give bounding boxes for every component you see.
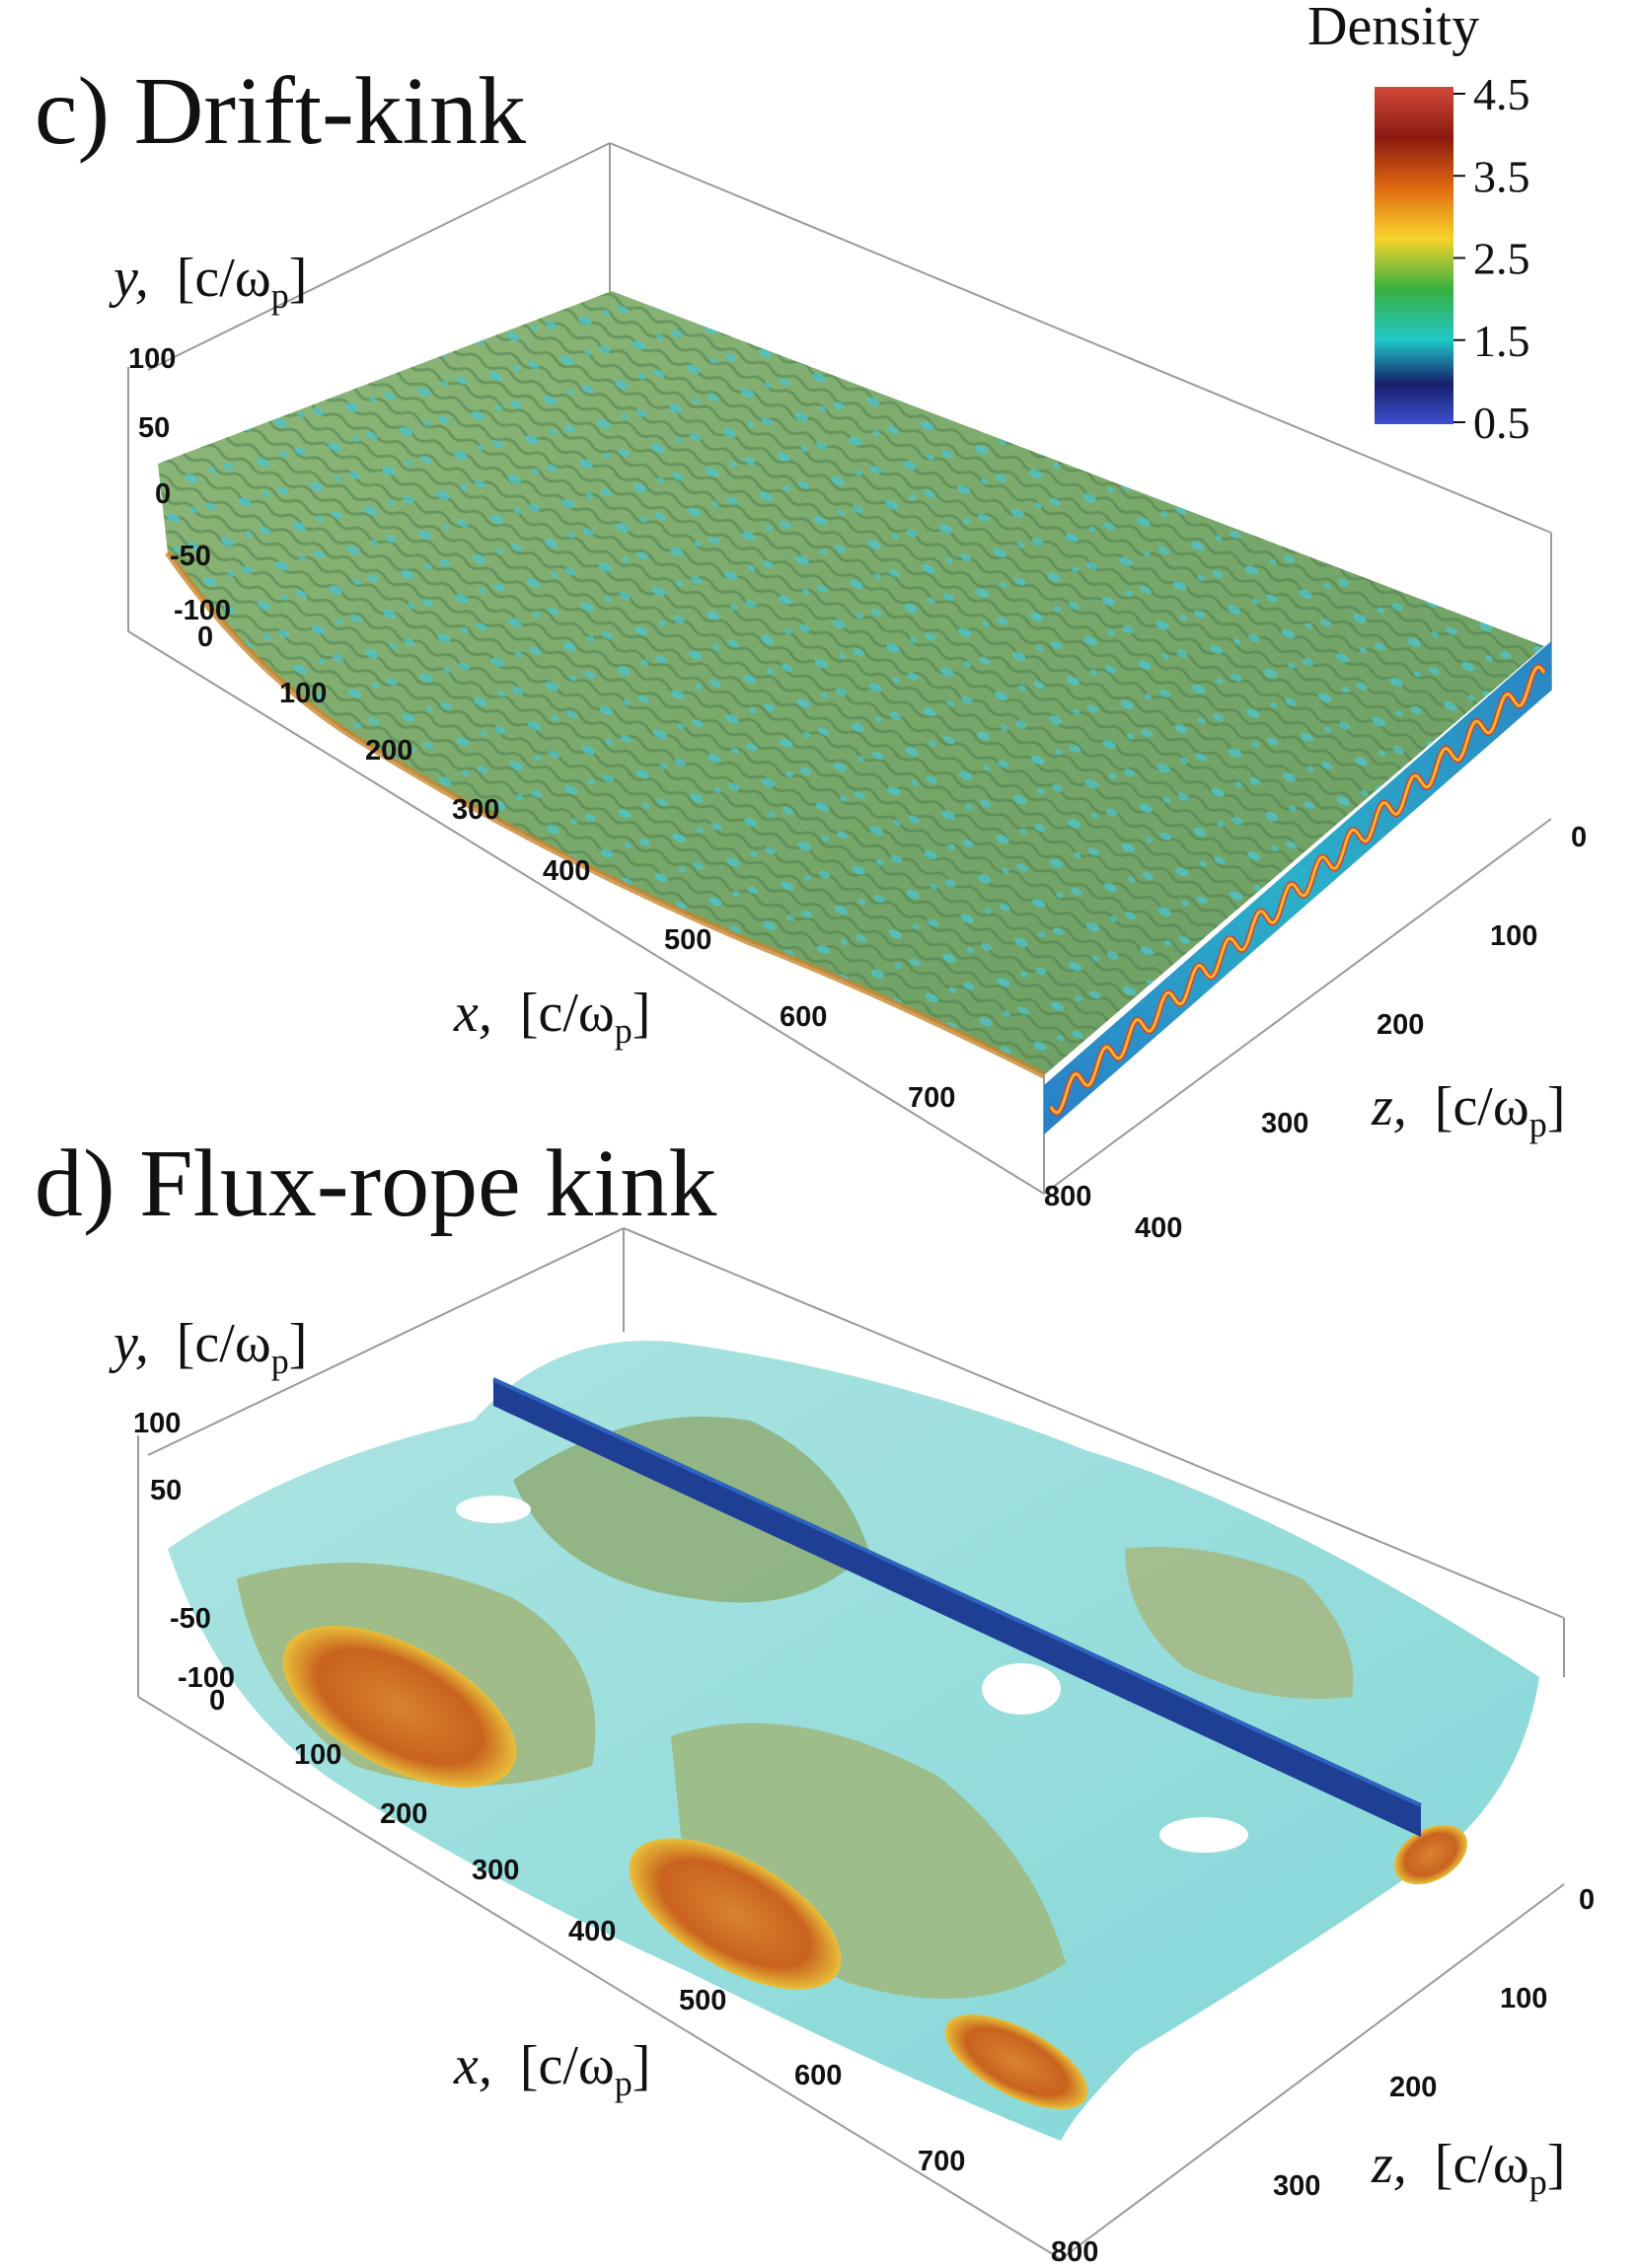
panel-c-y-axis-label: y, [c/ωp]: [109, 248, 307, 316]
panel-d-y-axis-label: y, [c/ωp]: [109, 1313, 307, 1381]
colorbar-tick-label: 1.5: [1473, 316, 1530, 366]
panel-c-y-tick: 0: [155, 478, 171, 510]
panel-d-x-axis-label: x, [c/ωp]: [453, 2035, 650, 2103]
panel-d-dense-core: [1394, 1824, 1467, 1885]
panel-d-z-tick: 0: [1579, 1884, 1595, 1916]
panel-c: c) Drift-kink y, [c/ωp]: [35, 58, 1587, 1244]
panel-c-x-ticks: 0 100 200 300 400 500 600 700 800: [197, 622, 1091, 1212]
panel-d-z-tick: 100: [1500, 1983, 1547, 2014]
panel-c-x-tick: 100: [279, 678, 327, 709]
panel-c-x-tick: 800: [1044, 1181, 1091, 1212]
colorbar-title: Density: [1307, 0, 1479, 57]
panel-d-x-ticks: 0 100 200 300 400 500 600 700 800: [209, 1685, 1098, 2268]
panel-d-x-tick: 600: [794, 2060, 842, 2091]
panel-d-z-ticks: 0 100 200 300: [1273, 1884, 1595, 2202]
panel-c-z-tick: 300: [1261, 1108, 1308, 1139]
panel-d-x-tick: 0: [209, 1685, 225, 1717]
panel-c-y-tick: 50: [138, 412, 170, 444]
panel-c-x-tick: 400: [543, 855, 590, 887]
panel-d-y-tick: -100: [178, 1662, 235, 1694]
panel-c-z-tick: 0: [1571, 822, 1587, 853]
panel-c-y-tick: -100: [174, 595, 231, 626]
panel-d-x-tick: 500: [679, 1985, 726, 2016]
panel-c-z-axis-label: z, [c/ωp]: [1371, 1076, 1565, 1144]
panel-c-x-tick: 200: [365, 735, 412, 767]
panel-c-y-tick: 100: [128, 343, 176, 375]
panel-c-x-tick: 300: [452, 794, 499, 826]
panel-d-y-tick: -50: [170, 1603, 211, 1635]
panel-d-x-tick: 300: [472, 1855, 519, 1886]
panel-d: d) Flux-rope kink: [35, 1131, 1595, 2268]
panel-c-z-tick: 200: [1377, 1009, 1424, 1041]
colorbar-ticks: 4.5 3.5 2.5 1.5 0.5: [1453, 69, 1530, 448]
panel-d-z-axis-label: z, [c/ωp]: [1371, 2134, 1565, 2202]
panel-c-z-ticks: 0 100 200 300 400: [1135, 822, 1587, 1244]
colorbar-tick-label: 0.5: [1473, 398, 1530, 448]
panel-d-title: d) Flux-rope kink: [35, 1131, 716, 1237]
panel-d-x-tick: 700: [918, 2146, 965, 2177]
panel-c-x-tick: 500: [664, 924, 711, 956]
panel-d-x-tick: 800: [1051, 2236, 1098, 2268]
panel-c-x-tick: 700: [908, 1082, 955, 1114]
panel-c-y-ticks: 100 50 0 -50 -100: [128, 343, 231, 626]
panel-d-x-tick: 400: [568, 1916, 616, 1947]
panel-d-box: [137, 1227, 1565, 2260]
panel-d-dense-core: [944, 2013, 1088, 2110]
panel-d-y-tick: 50: [150, 1475, 182, 1506]
panel-d-dense-core: [282, 1626, 517, 1788]
panel-c-z-tick: 400: [1135, 1212, 1182, 1244]
colorbar-tick-label: 3.5: [1473, 151, 1530, 201]
colorbar-tick-label: 2.5: [1473, 234, 1530, 284]
panel-c-z-tick: 100: [1490, 920, 1537, 952]
panel-d-dense-core: [629, 1838, 842, 1990]
panel-c-density-slice: [1044, 641, 1551, 1134]
panel-d-x-tick: 100: [294, 1739, 341, 1771]
panel-c-isosurface: [158, 291, 1544, 1079]
panel-c-x-tick: 0: [197, 622, 213, 653]
panel-d-x-tick: 200: [380, 1798, 427, 1830]
panel-d-density-slice: [492, 1377, 1422, 1837]
panel-d-isosurface: [168, 1341, 1539, 2141]
panel-d-z-tick: 300: [1273, 2170, 1320, 2202]
colorbar-gradient: [1375, 87, 1453, 424]
colorbar-tick-label: 4.5: [1473, 69, 1530, 119]
colorbar: Density 4.5 3.5 2.5 1.5 0.5: [1307, 0, 1530, 448]
panel-c-y-tick: -50: [170, 541, 211, 572]
panel-d-y-tick: 100: [133, 1408, 181, 1439]
panel-d-y-ticks: 100 50 -50 -100: [133, 1408, 235, 1694]
panel-d-z-tick: 200: [1389, 2072, 1437, 2103]
panel-c-title: c) Drift-kink: [35, 58, 526, 165]
panel-c-x-tick: 600: [780, 1001, 827, 1033]
panel-c-x-axis-label: x, [c/ωp]: [453, 983, 650, 1051]
